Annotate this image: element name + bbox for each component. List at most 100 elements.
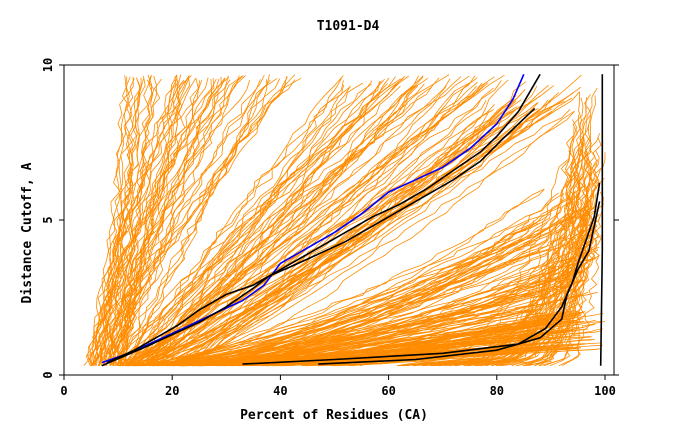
model-curve xyxy=(133,293,550,367)
model-curve xyxy=(186,189,545,367)
model-curve xyxy=(116,84,344,366)
y-axis-label: Distance Cutoff, A xyxy=(20,162,35,303)
model-curve xyxy=(108,75,240,366)
model-curve xyxy=(126,80,373,367)
model-curve xyxy=(135,213,552,367)
model-curve xyxy=(89,75,243,366)
model-curve xyxy=(123,188,545,367)
model-curve xyxy=(132,85,447,367)
model-curve xyxy=(266,347,581,367)
y-tick-label: 5 xyxy=(41,216,55,223)
model-curve xyxy=(148,85,401,366)
model-curve xyxy=(118,294,535,367)
highlight-lines xyxy=(101,73,604,367)
x-tick-label: 100 xyxy=(594,384,616,398)
model-curve xyxy=(166,222,548,367)
model-curve xyxy=(118,75,419,367)
model-curve xyxy=(144,209,553,367)
model-curve xyxy=(161,76,462,367)
model-curve xyxy=(123,77,440,367)
model-curve xyxy=(114,77,209,366)
model-curve xyxy=(97,76,151,366)
model-curve xyxy=(155,278,570,367)
model-curve xyxy=(132,76,424,367)
model-curve xyxy=(187,86,582,367)
model-curve xyxy=(92,77,197,366)
model-curve xyxy=(534,95,596,367)
model-curve xyxy=(99,76,129,366)
model-curve xyxy=(94,77,226,366)
model-curve xyxy=(125,77,178,366)
model-curve xyxy=(87,74,178,366)
model-curve xyxy=(171,226,597,367)
model-curve xyxy=(154,78,342,367)
model-curve xyxy=(124,78,217,366)
model-curve xyxy=(400,135,585,367)
model-curve xyxy=(400,236,590,367)
model-curve xyxy=(281,309,534,367)
model-curve xyxy=(120,78,220,366)
y-tick-label: 10 xyxy=(41,58,55,72)
model-curve xyxy=(168,251,534,367)
model-curve xyxy=(100,76,288,366)
model-curve xyxy=(144,226,550,367)
model-curve xyxy=(119,79,271,366)
model-curve xyxy=(137,100,517,367)
model-curve xyxy=(90,75,192,366)
blue-curve xyxy=(101,73,525,364)
model-curve xyxy=(528,209,599,367)
model-curve xyxy=(95,74,265,366)
x-axis-label: Percent of Residues (CA) xyxy=(240,408,428,423)
model-curve xyxy=(125,85,477,366)
black-vertical xyxy=(599,74,604,366)
black-curve-b xyxy=(101,107,536,367)
model-curve xyxy=(133,243,536,367)
model-curve xyxy=(136,100,565,366)
x-tick-label: 60 xyxy=(381,384,395,398)
model-curve xyxy=(136,74,505,366)
model-curve xyxy=(142,109,571,367)
model-curve xyxy=(161,250,592,367)
model-curve xyxy=(558,191,604,367)
model-curve xyxy=(135,223,539,367)
model-curve xyxy=(120,78,401,366)
model-curve xyxy=(99,79,212,366)
model-curve xyxy=(121,74,154,366)
model-curve xyxy=(119,83,372,367)
chart-title: T1091-D4 xyxy=(317,19,380,34)
model-curve xyxy=(132,82,483,367)
model-curve xyxy=(153,75,410,366)
model-curve xyxy=(526,148,581,367)
x-axis-ticks: 0 20 40 60 80 100 xyxy=(60,375,616,398)
model-curve xyxy=(398,137,602,367)
model-curve xyxy=(131,97,573,367)
model-curve xyxy=(104,78,199,366)
model-curve xyxy=(119,74,153,366)
black-curve-a xyxy=(106,73,541,364)
model-lines xyxy=(83,74,606,367)
model-curve xyxy=(515,221,598,367)
model-curve xyxy=(117,79,155,366)
model-curve xyxy=(192,313,583,367)
model-curve xyxy=(238,312,547,367)
x-tick-label: 80 xyxy=(490,384,504,398)
model-curve xyxy=(127,74,270,366)
black-curve-d xyxy=(318,201,601,365)
model-curve xyxy=(152,196,574,367)
model-curve xyxy=(106,80,201,366)
model-curve xyxy=(144,74,450,366)
model-curve xyxy=(179,309,530,367)
model-curve xyxy=(85,74,182,366)
plot-area xyxy=(83,73,606,367)
model-curve xyxy=(131,110,490,367)
model-curve xyxy=(179,320,577,367)
model-curve xyxy=(189,84,549,366)
model-curve xyxy=(145,77,429,367)
model-curve xyxy=(110,78,281,366)
y-tick-label: 0 xyxy=(41,371,55,378)
model-curve xyxy=(534,153,579,367)
x-tick-label: 0 xyxy=(60,384,67,398)
model-curve xyxy=(129,86,351,366)
model-curve xyxy=(140,236,577,367)
